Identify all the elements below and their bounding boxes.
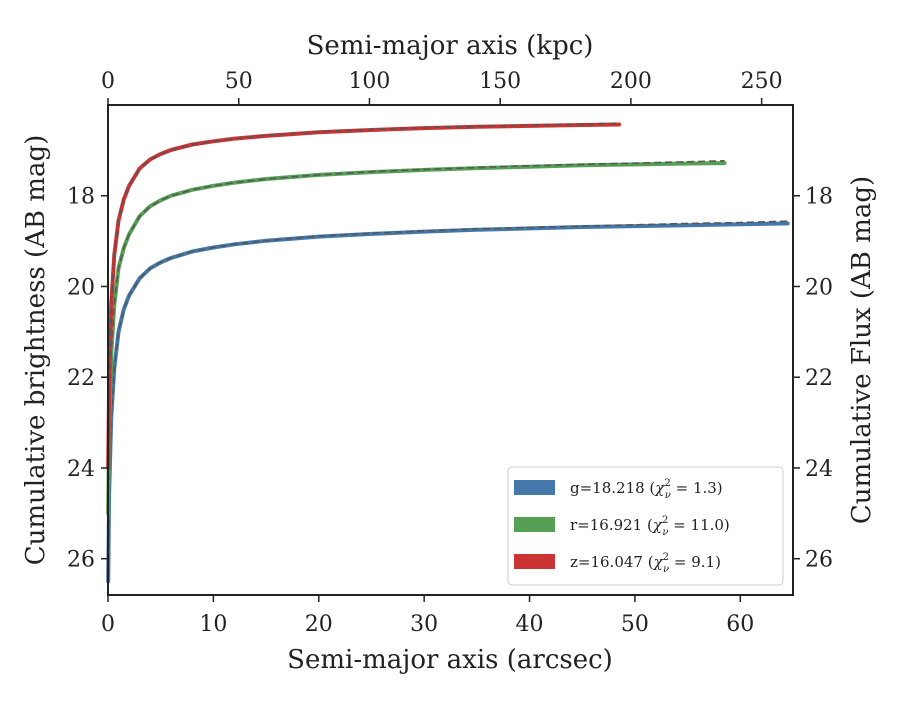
y-tick-label: 24 bbox=[67, 457, 95, 482]
legend-box bbox=[507, 466, 784, 586]
legend-swatch-r bbox=[514, 517, 555, 532]
legend-label-r: r=16.921 (χ2 ν = 11.0) bbox=[570, 515, 730, 538]
legend-swatch-g bbox=[514, 480, 555, 495]
y-tick-label: 26 bbox=[67, 548, 95, 573]
y-right-tick-label: 20 bbox=[805, 275, 833, 300]
x-top-tick-label: 0 bbox=[101, 69, 115, 94]
x-tick-label: 20 bbox=[305, 612, 333, 637]
x-tick-label: 30 bbox=[410, 612, 438, 637]
y-right-tick-label: 18 bbox=[805, 185, 833, 210]
plot-frame bbox=[107, 104, 794, 596]
y-tick-label: 20 bbox=[67, 275, 95, 300]
x-top-axis-title: Semi-major axis (kpc) bbox=[307, 31, 594, 61]
y-axis-title: Cumulative brightness (AB mag) bbox=[21, 135, 51, 566]
x-tick-label: 60 bbox=[726, 612, 754, 637]
model-line-r bbox=[107, 160, 725, 514]
model-line-g bbox=[107, 220, 788, 582]
x-top-tick-label: 100 bbox=[348, 69, 390, 94]
x-tick-label: 0 bbox=[101, 612, 115, 637]
series-layer bbox=[106, 122, 790, 584]
x-tick-label: 10 bbox=[199, 612, 227, 637]
y-right-tick-label: 24 bbox=[805, 457, 833, 482]
x-top-tick-label: 50 bbox=[225, 69, 253, 94]
x-axis-title: Semi-major axis (arcsec) bbox=[287, 645, 613, 675]
y-right-tick-label: 26 bbox=[805, 548, 833, 573]
legend-swatch-z bbox=[514, 554, 555, 569]
series-line-r bbox=[106, 161, 727, 516]
y-right-tick-label: 22 bbox=[805, 366, 833, 391]
x-top-tick-label: 200 bbox=[610, 69, 652, 94]
y-tick-label: 22 bbox=[67, 366, 95, 391]
legend: g=18.218 (χ2 ν = 1.3) r=16.921 (χ2 ν = 11.0… bbox=[507, 466, 784, 586]
y-tick-label: 18 bbox=[67, 185, 95, 210]
x-tick-label: 40 bbox=[516, 612, 544, 637]
x-tick-label: 50 bbox=[621, 612, 649, 637]
legend-label-g: g=18.218 (χ2 ν = 1.3) bbox=[570, 478, 723, 501]
legend-label-z: z=16.047 (χ2 ν = 9.1) bbox=[570, 552, 721, 575]
y-right-axis-title: Cumulative Flux (AB mag) bbox=[847, 176, 877, 524]
x-top-tick-label: 150 bbox=[479, 69, 521, 94]
x-top-tick-label: 250 bbox=[741, 69, 783, 94]
series-line-z bbox=[106, 122, 622, 470]
model-line-z bbox=[107, 122, 620, 469]
axes-layer: 0 10 20 30 40 50 60 0 50 100 150 200 250 18 20 22 24 26 18… bbox=[67, 69, 833, 637]
